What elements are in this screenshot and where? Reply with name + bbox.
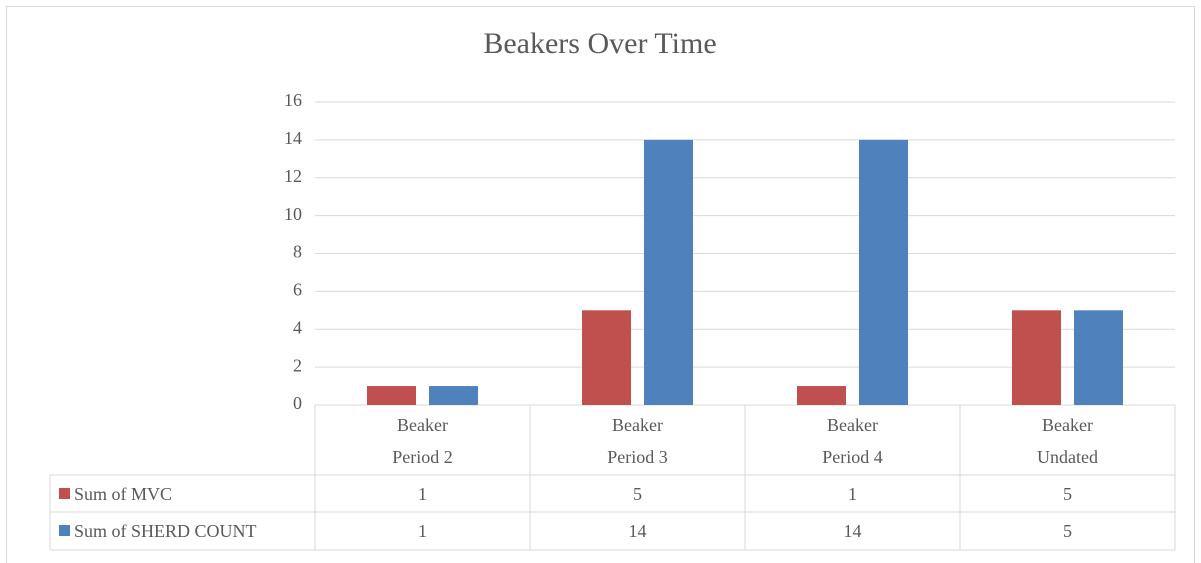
legend-label-text: Sum of SHERD COUNT [74,520,257,541]
table-value: 5 [960,512,1175,549]
legend-key [59,488,70,499]
table-value: 5 [530,475,745,512]
x-tick-label: Beaker Period 2 [315,409,530,473]
y-tick-label: 12 [284,166,302,186]
table-value-text: 1 [848,483,857,504]
x-tick-label-text: Beaker Period 3 [607,415,668,467]
table-value: 14 [530,512,745,549]
bar [1074,310,1123,405]
bar [797,386,846,405]
legend-label: Sum of MVC [74,475,314,512]
table-value-text: 14 [843,520,862,541]
y-tick-label: 6 [293,280,302,300]
table-value: 1 [745,475,960,512]
table-value: 1 [315,475,530,512]
table-value-text: 5 [1063,483,1072,504]
legend-label-text: Sum of MVC [74,483,173,504]
table-value-text: 5 [633,483,642,504]
table-value-text: 1 [418,483,427,504]
x-tick-label: Beaker Period 3 [530,409,745,473]
legend-key [59,525,70,536]
y-tick-label: 10 [284,204,302,224]
bar [429,386,478,405]
y-tick-label: 16 [284,90,302,110]
bar [582,310,631,405]
x-tick-label-text: Beaker Undated [1037,415,1098,467]
legend-label: Sum of SHERD COUNT [74,512,314,549]
y-tick-label: 14 [284,128,302,148]
table-value-text: 5 [1063,520,1072,541]
bar [1012,310,1061,405]
bar [367,386,416,405]
table-value-text: 14 [628,520,647,541]
x-tick-label-text: Beaker Period 4 [822,415,883,467]
table-value: 5 [960,475,1175,512]
y-tick-label: 4 [293,317,302,337]
y-tick-label: 2 [293,355,302,375]
bar [644,139,693,405]
y-tick-label: 8 [293,242,302,262]
table-value: 14 [745,512,960,549]
table-value-text: 1 [418,520,427,541]
chart-title: Beakers Over Time [483,27,716,60]
x-tick-label: Beaker Undated [960,409,1175,473]
y-tick-label: 0 [293,393,302,413]
table-value: 1 [315,512,530,549]
chart-border [6,6,1195,563]
bar [859,139,908,405]
x-tick-label: Beaker Period 4 [745,409,960,473]
x-tick-label-text: Beaker Period 2 [392,415,453,467]
